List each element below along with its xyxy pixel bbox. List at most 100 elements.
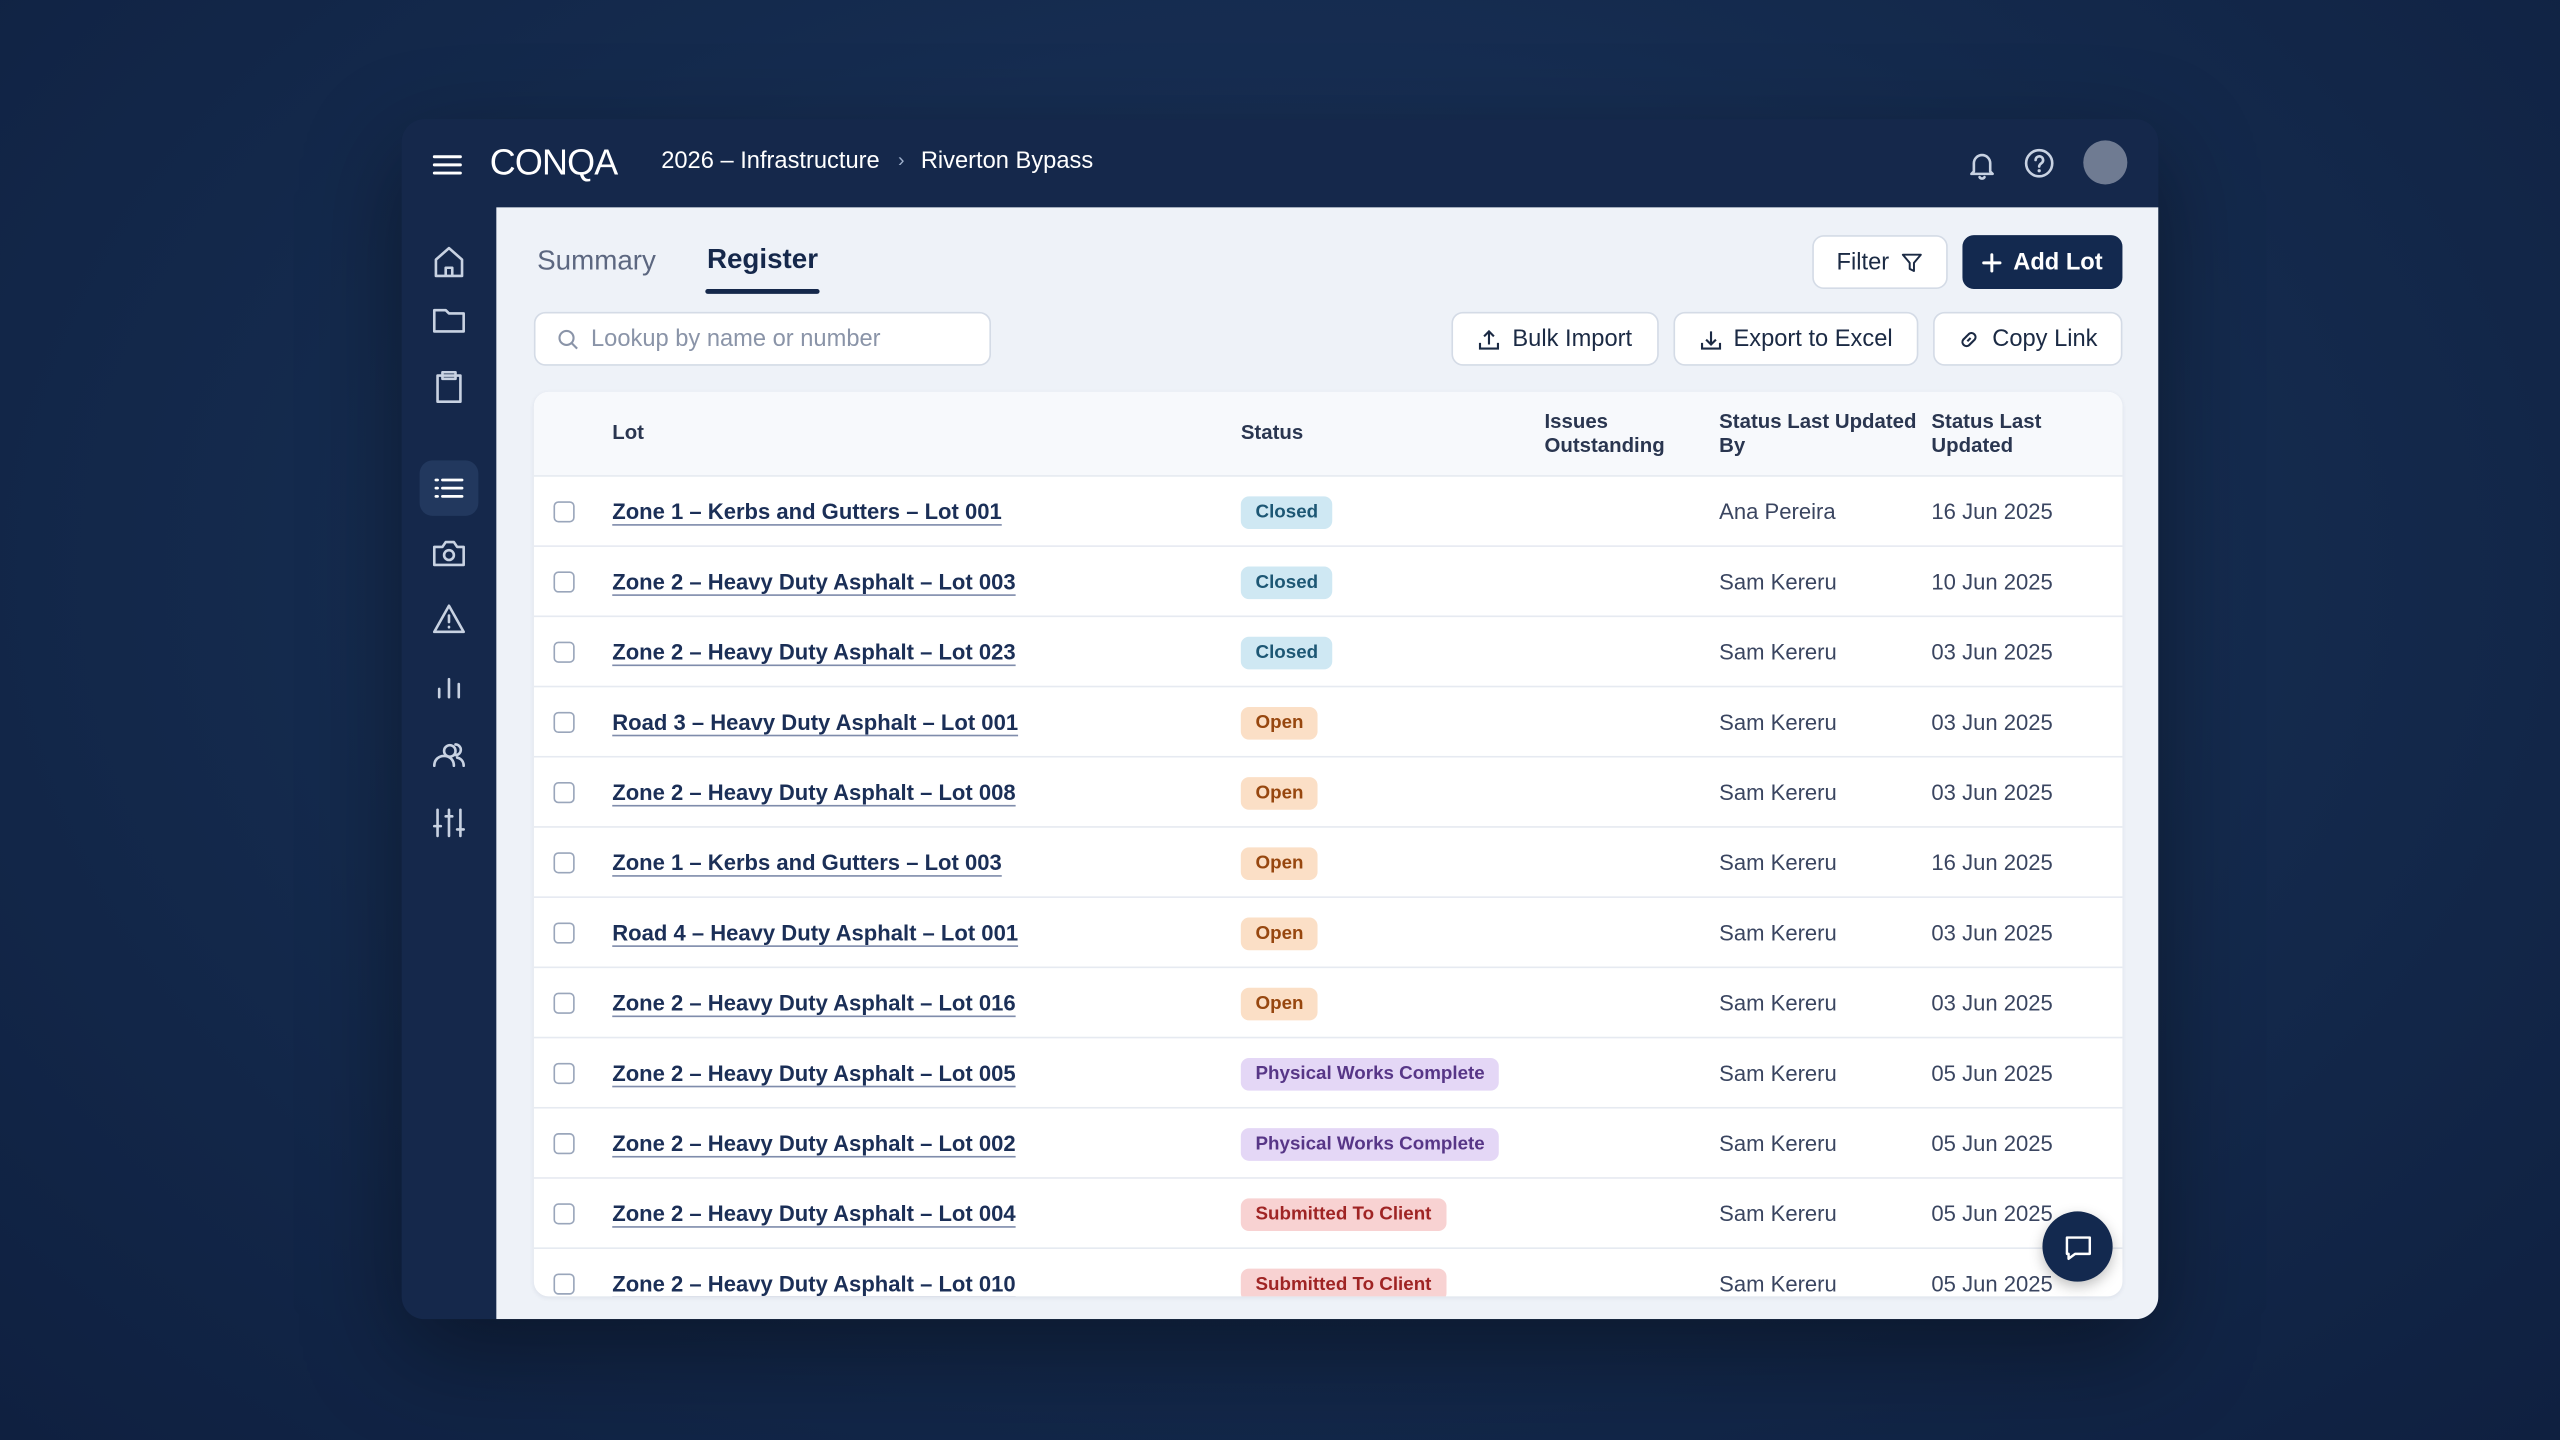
cell-text: Sam Kereru — [1719, 850, 1837, 876]
checkbox[interactable] — [553, 501, 575, 523]
cell-text: Sam Kereru — [1719, 991, 1837, 1016]
table-cell — [1544, 547, 1740, 617]
table-cell — [1544, 477, 1740, 547]
row-checkbox-cell — [553, 968, 576, 1038]
column-header[interactable]: Status Last Updated — [1931, 392, 2111, 475]
nav-folder[interactable] — [432, 308, 465, 333]
table-cell: Road 3 – Heavy Duty Asphalt – Lot 001 — [612, 687, 1249, 757]
table-cell: Sam Kereru — [1719, 898, 1956, 968]
status-badge: Submitted To Client — [1240, 1267, 1447, 1297]
column-header[interactable]: Issues Outstanding — [1544, 392, 1707, 475]
lot-link[interactable]: Zone 2 – Heavy Duty Asphalt – Lot 003 — [612, 569, 1016, 595]
checkbox[interactable] — [553, 1133, 575, 1155]
cell-text: 03 Jun 2025 — [1931, 780, 2053, 805]
chat-button[interactable] — [2042, 1211, 2113, 1282]
table-cell: Sam Kereru — [1719, 1109, 1956, 1179]
bell-icon[interactable] — [1966, 149, 1999, 182]
lot-link[interactable]: Zone 1 – Kerbs and Gutters – Lot 003 — [612, 850, 1002, 876]
table-cell: 03 Jun 2025 — [1931, 758, 2122, 828]
table-row: Zone 1 – Kerbs and Gutters – Lot 003 Open… — [533, 826, 2123, 898]
lot-link[interactable]: Road 3 – Heavy Duty Asphalt – Lot 001 — [612, 710, 1019, 735]
table-row: Zone 2 – Heavy Duty Asphalt – Lot 010 Sub… — [533, 1247, 2123, 1297]
lot-link[interactable]: Zone 2 – Heavy Duty Asphalt – Lot 005 — [612, 1061, 1016, 1086]
table-cell: Zone 2 – Heavy Duty Asphalt – Lot 008 — [612, 758, 1249, 828]
column-header[interactable]: Status Last Updated By — [1719, 392, 1923, 475]
table-row: Zone 2 – Heavy Duty Asphalt – Lot 016 Ope… — [533, 966, 2123, 1039]
checkbox[interactable] — [553, 992, 575, 1014]
search-input[interactable]: Lookup by name or number — [533, 311, 992, 366]
nav-clipboard[interactable] — [436, 370, 462, 403]
checkbox[interactable] — [553, 1273, 575, 1295]
row-checkbox-cell — [553, 1249, 576, 1296]
lot-link[interactable]: Road 4 – Heavy Duty Asphalt – Lot 001 — [612, 920, 1019, 946]
nav-people[interactable] — [432, 743, 465, 768]
lot-link[interactable]: Zone 2 – Heavy Duty Asphalt – Lot 008 — [612, 780, 1016, 805]
table-cell: Closed — [1240, 547, 1568, 617]
checkbox[interactable] — [553, 641, 575, 663]
table-cell — [1544, 687, 1740, 757]
bulk-import-button[interactable]: Bulk Import — [1451, 311, 1659, 366]
tab-active[interactable]: Register — [706, 243, 819, 275]
checkbox[interactable] — [553, 1203, 575, 1225]
copy-link-button[interactable]: Copy Link — [1933, 311, 2123, 366]
placeholder: Lookup by name or number — [591, 325, 881, 352]
lot-link[interactable]: Zone 1 – Kerbs and Gutters – Lot 001 — [612, 499, 1002, 525]
tab-underline — [705, 288, 820, 294]
column-header[interactable]: Status — [1241, 392, 1535, 475]
nav-settings[interactable] — [432, 808, 465, 838]
table-cell: 03 Jun 2025 — [1931, 968, 2122, 1038]
row-checkbox-cell — [553, 477, 576, 547]
lot-link[interactable]: Zone 2 – Heavy Duty Asphalt – Lot 023 — [612, 640, 1016, 665]
checkbox[interactable] — [553, 852, 575, 874]
nav-register[interactable] — [434, 478, 464, 498]
sidebar — [432, 246, 465, 838]
cell-text: 10 Jun 2025 — [1931, 569, 2053, 595]
column-header[interactable]: Lot — [612, 392, 1216, 475]
table-cell: 03 Jun 2025 — [1931, 898, 2122, 968]
breadcrumb-item[interactable]: 2026 – Infrastructure — [661, 148, 880, 175]
checkbox[interactable] — [553, 571, 575, 593]
breadcrumb-separator: › — [897, 148, 905, 172]
nav-home[interactable] — [434, 246, 464, 278]
help-icon[interactable] — [2023, 147, 2056, 180]
nav-camera[interactable] — [432, 540, 465, 567]
table-cell: Ana Pereira — [1719, 477, 1956, 547]
table-cell: Submitted To Client — [1240, 1179, 1568, 1249]
table-row: Road 3 – Heavy Duty Asphalt – Lot 001 Ope… — [533, 685, 2123, 758]
table-row: Zone 1 – Kerbs and Gutters – Lot 001 Clos… — [533, 475, 2123, 547]
lot-link[interactable]: Zone 2 – Heavy Duty Asphalt – Lot 002 — [612, 1131, 1016, 1156]
cell-text: Sam Kereru — [1719, 569, 1837, 595]
label: Filter — [1836, 248, 1890, 276]
table-cell: Zone 1 – Kerbs and Gutters – Lot 001 — [612, 477, 1249, 547]
avatar[interactable] — [2083, 140, 2128, 185]
lot-link[interactable]: Zone 2 – Heavy Duty Asphalt – Lot 016 — [612, 991, 1016, 1016]
lot-link[interactable]: Zone 2 – Heavy Duty Asphalt – Lot 004 — [612, 1201, 1016, 1227]
table-cell: Open — [1240, 687, 1568, 757]
tab[interactable]: Summary — [537, 244, 656, 276]
cell-text: 03 Jun 2025 — [1931, 920, 2053, 946]
checkbox[interactable] — [553, 922, 575, 944]
checkbox[interactable] — [553, 1062, 575, 1085]
breadcrumb-item[interactable]: Riverton Bypass — [920, 148, 1094, 175]
menu-icon[interactable] — [432, 153, 462, 176]
label: Copy Link — [1992, 325, 2098, 352]
lot-link[interactable]: Zone 2 – Heavy Duty Asphalt – Lot 010 — [612, 1271, 1016, 1297]
checkbox[interactable] — [553, 782, 575, 804]
filter-button[interactable]: Filter — [1812, 235, 1948, 289]
status-badge: Submitted To Client — [1240, 1197, 1447, 1231]
add-lot-button[interactable]: Add Lot — [1962, 235, 2123, 289]
table-cell: Sam Kereru — [1719, 758, 1956, 828]
cell-text: 03 Jun 2025 — [1931, 640, 2053, 665]
table-cell: Zone 2 – Heavy Duty Asphalt – Lot 023 — [612, 617, 1249, 687]
status-badge: Closed — [1240, 495, 1333, 529]
nav-issues[interactable] — [432, 604, 465, 634]
table-row: Road 4 – Heavy Duty Asphalt – Lot 001 Ope… — [533, 896, 2123, 968]
table-cell: Sam Kereru — [1719, 687, 1956, 757]
checkbox[interactable] — [553, 711, 575, 734]
export-button[interactable]: Export to Excel — [1673, 311, 1919, 366]
cell-text: Sam Kereru — [1719, 640, 1837, 665]
table-cell — [1544, 1179, 1740, 1249]
cell-text: 16 Jun 2025 — [1931, 499, 2053, 525]
nav-reports[interactable] — [437, 677, 461, 699]
